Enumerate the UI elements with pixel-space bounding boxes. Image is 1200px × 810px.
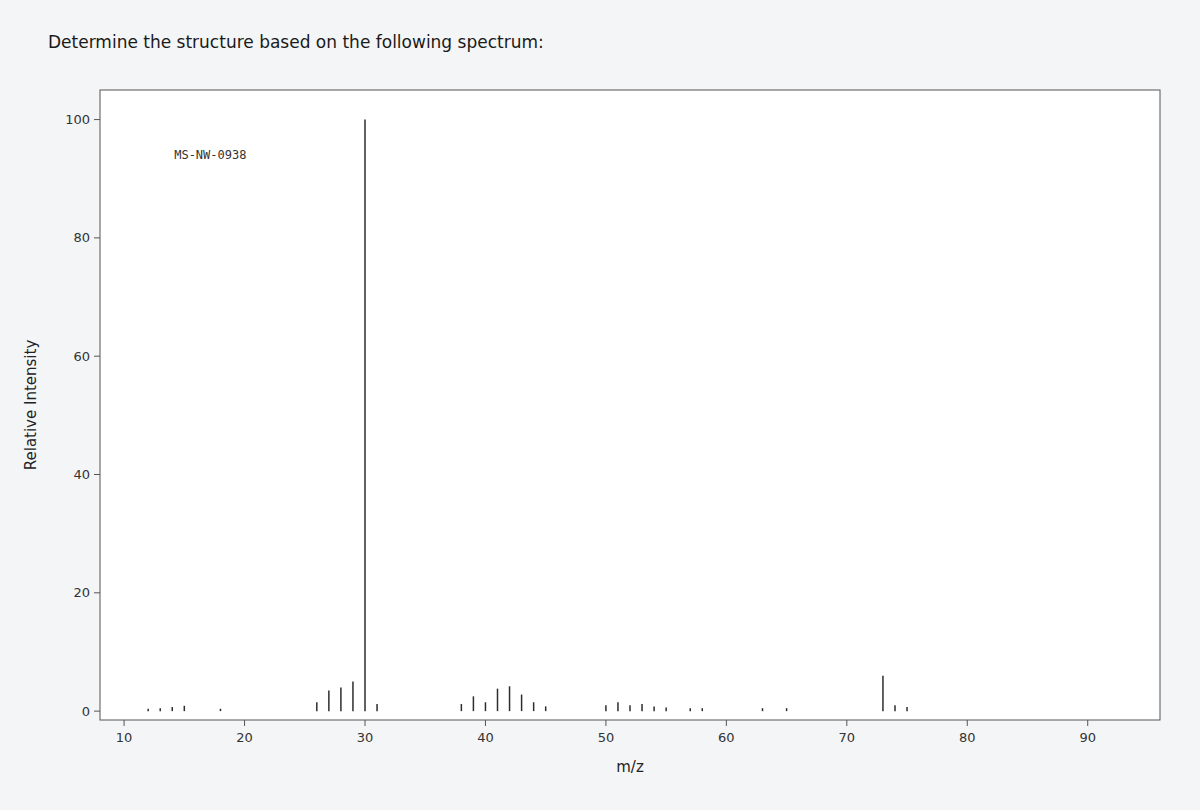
x-tick-label: 50 [598, 730, 615, 745]
x-tick-label: 20 [236, 730, 253, 745]
x-tick-label: 80 [959, 730, 976, 745]
y-tick-label: 60 [73, 349, 90, 364]
y-tick-label: 0 [82, 704, 90, 719]
peak [762, 708, 764, 711]
peak [184, 706, 186, 711]
y-tick-label: 80 [73, 230, 90, 245]
peak [882, 676, 884, 711]
peak [689, 708, 691, 711]
x-tick [846, 720, 847, 726]
x-tick [244, 720, 245, 726]
x-tick [365, 720, 366, 726]
peak [328, 690, 330, 711]
annotation: MS-NW-0938 [174, 148, 246, 162]
x-tick [967, 720, 968, 726]
x-tick [1087, 720, 1088, 726]
plot-frame [100, 90, 1160, 720]
peak [461, 704, 463, 711]
peak [497, 689, 499, 711]
y-tick [94, 711, 100, 712]
x-tick-label: 60 [718, 730, 735, 745]
x-tick-label: 30 [357, 730, 374, 745]
y-tick [94, 592, 100, 593]
y-tick-label: 20 [73, 585, 90, 600]
peak [786, 708, 788, 711]
peak [521, 695, 523, 712]
x-tick [726, 720, 727, 726]
marks [148, 120, 907, 712]
peak [147, 709, 149, 711]
plot-background [100, 90, 1160, 720]
title: Determine the structure based on the fol… [48, 32, 544, 52]
y-tick [94, 356, 100, 357]
chart: 10 20 30 40 50 60 70 80 90 0 20 40 60 80 100 m/z Relativ… [0, 0, 1200, 810]
y-tick-label: 40 [73, 467, 90, 482]
y-tick [94, 474, 100, 475]
peak [352, 682, 354, 712]
y-tick [94, 237, 100, 238]
x-tick-label: 10 [116, 730, 133, 745]
peak [702, 708, 704, 711]
peak [665, 708, 667, 712]
x-tick-label: 90 [1079, 730, 1096, 745]
peak [545, 706, 547, 711]
peak [364, 120, 366, 712]
x-tick [124, 720, 125, 726]
peak [220, 709, 222, 711]
peak [485, 702, 487, 711]
y-tick-label: 100 [65, 112, 90, 127]
y-axis-label: Relative Intensity [22, 340, 40, 471]
peak [605, 705, 607, 711]
peak [641, 704, 643, 711]
x-axis-label: m/z [616, 758, 644, 776]
peak [617, 702, 619, 711]
x-tick [605, 720, 606, 726]
peak [906, 707, 908, 711]
peak [376, 704, 378, 711]
x-tick-label: 70 [839, 730, 856, 745]
peak [629, 705, 631, 711]
x-tick-label: 40 [477, 730, 494, 745]
peak [159, 708, 161, 711]
peak [340, 687, 342, 711]
peak [473, 696, 475, 711]
y-tick [94, 119, 100, 120]
peak [316, 702, 318, 711]
peak [533, 702, 535, 711]
peak [172, 707, 174, 711]
peak [894, 705, 896, 711]
peak [509, 686, 511, 711]
peak [653, 706, 655, 711]
x-tick [485, 720, 486, 726]
